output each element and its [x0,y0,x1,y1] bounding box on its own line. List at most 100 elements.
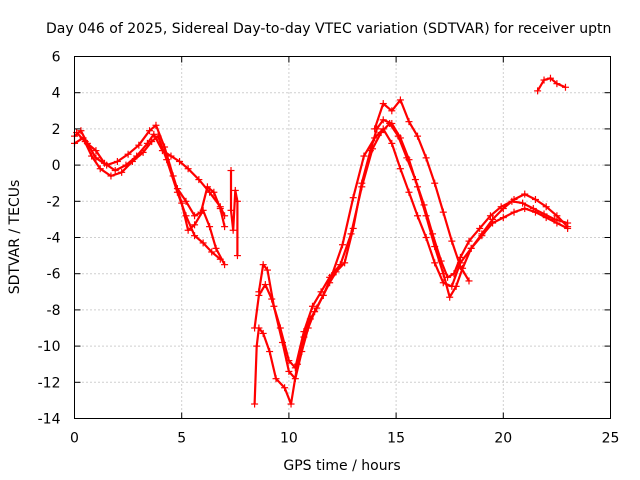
y-tick-label: 0 [52,158,61,174]
data-point [101,159,109,167]
data-point [227,206,235,214]
data-point [216,255,224,263]
data-point [531,195,539,203]
data-point [167,152,175,160]
data-point [191,232,199,240]
data-point [431,179,439,187]
data-point [317,288,325,296]
data-point [135,141,143,149]
data-point [221,261,229,269]
data-point [251,324,259,332]
data-point [208,248,216,256]
data-point [499,205,507,213]
data-point [263,266,271,274]
chart-title: Day 046 of 2025, Sidereal Day-to-day VTE… [46,21,611,37]
x-axis-label: GPS time / hours [283,458,400,474]
data-point [519,199,527,207]
data-point [229,226,237,234]
data-point [341,259,349,267]
data-point [253,342,261,350]
data-point [77,127,85,135]
series-track-2 [71,132,224,263]
x-tick-label: 15 [387,431,405,447]
data-point [107,172,115,180]
data-point [439,208,447,216]
data-point [266,348,274,356]
x-tick-label: 20 [494,431,512,447]
data-point [259,329,267,337]
data-point [336,261,344,269]
data-point [81,138,89,146]
data-point [371,134,379,142]
series-track-7 [255,125,572,383]
data-point [182,197,190,205]
data-point [499,214,507,222]
data-point [143,139,151,147]
data-point [122,161,130,169]
data-point [88,152,96,160]
series-track-4 [173,183,229,231]
y-axis-label: SDTVAR / TECUs [7,180,23,295]
series-line [257,127,569,380]
data-point [191,212,199,220]
data-point [422,234,430,241]
data-point [546,74,554,82]
data-point [388,139,396,147]
data-point [369,145,377,153]
data-point [446,293,454,301]
data-point [163,156,171,164]
data-point [233,197,241,205]
data-point [379,116,387,124]
data-point [478,230,486,238]
data-point [184,165,192,173]
series-line [373,98,470,282]
data-point [152,121,160,129]
y-tick-label: -14 [38,412,61,428]
series-line [73,124,226,266]
data-point [444,273,452,281]
data-point [388,107,396,115]
data-point [448,282,456,290]
data-point [379,125,387,133]
data-point [456,262,464,270]
data-point [420,201,428,209]
data-point [118,168,126,176]
data-point [510,208,518,216]
data-point [379,100,387,108]
series-track-8 [371,96,473,285]
data-point [405,118,413,126]
y-tick-label: -6 [47,267,61,283]
data-point [146,127,154,135]
data-point [272,375,280,383]
data-point [476,224,484,232]
x-tick-label: 5 [177,431,186,447]
data-point [199,239,207,247]
data-point [255,288,263,296]
data-point [414,132,422,140]
data-point [216,205,224,213]
data-point [529,205,537,213]
x-tick-label: 0 [70,431,79,447]
data-point [540,210,548,218]
data-point [133,152,141,160]
y-tick-label: -4 [47,231,61,247]
data-point [439,279,447,287]
data-point [448,237,456,245]
data-point [386,119,394,127]
data-point [467,244,475,252]
data-point [339,241,346,249]
data-point [358,183,366,191]
data-point [259,261,267,269]
data-point [203,183,211,191]
data-point [270,302,278,310]
data-point [371,125,379,133]
x-tick-label: 25 [602,431,620,447]
data-point [521,205,529,213]
x-tick-label: 10 [280,431,298,447]
data-point [347,230,355,238]
data-point [184,226,192,234]
data-point [291,375,299,383]
y-tick-label: 6 [52,50,61,66]
y-tick-label: -12 [38,375,61,391]
